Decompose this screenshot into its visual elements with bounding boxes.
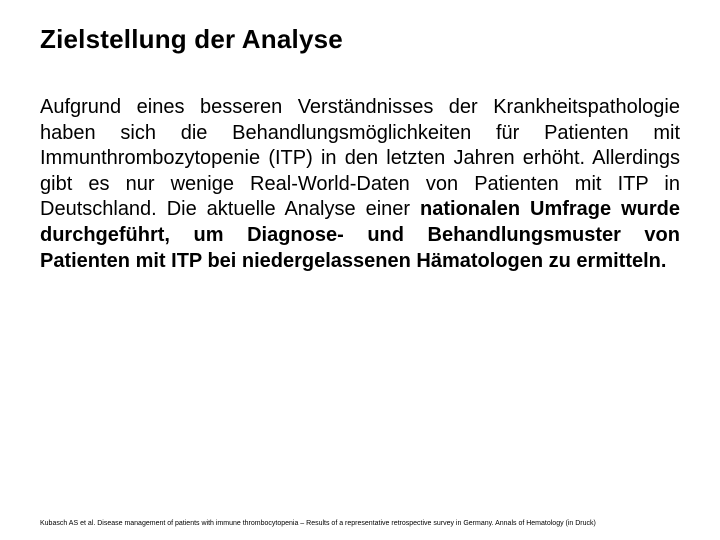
slide-body: Aufgrund eines besseren Verständnisses d… xyxy=(40,95,680,274)
slide-title: Zielstellung der Analyse xyxy=(40,24,680,55)
slide-container: Zielstellung der Analyse Aufgrund eines … xyxy=(0,0,720,540)
citation-text: Kubasch AS et al. Disease management of … xyxy=(40,520,680,528)
